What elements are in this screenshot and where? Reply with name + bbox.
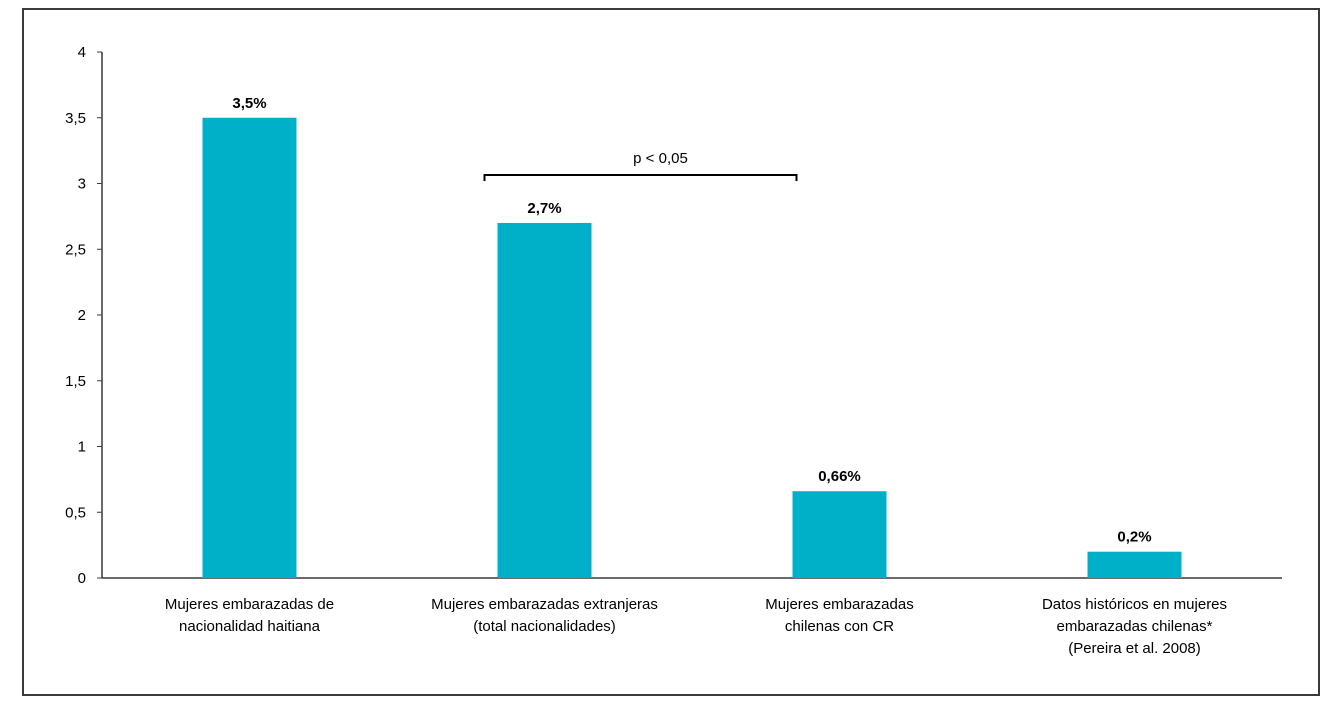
y-tick-label: 1 — [78, 439, 86, 456]
category-label: embarazadas chilenas* — [1057, 618, 1213, 635]
category-label: Mujeres embarazadas extranjeras — [431, 596, 658, 613]
y-tick-label: 3 — [78, 176, 86, 193]
category-label: Mujeres embarazadas de — [165, 596, 334, 613]
y-tick-label: 0 — [78, 570, 86, 587]
y-tick-label: 3,5 — [65, 110, 86, 127]
bar — [792, 491, 887, 578]
category-label: Datos históricos en mujeres — [1042, 596, 1227, 613]
significance-bracket — [483, 174, 798, 181]
chart-frame — [22, 8, 1320, 696]
significance-annotation: p < 0,05 — [633, 150, 688, 167]
category-label: chilenas con CR — [785, 618, 894, 635]
data-label: 2,7% — [527, 200, 561, 217]
category-label: Mujeres embarazadas — [765, 596, 913, 613]
data-label: 0,66% — [818, 468, 861, 485]
y-tick-label: 1,5 — [65, 373, 86, 390]
y-tick-label: 0,5 — [65, 504, 86, 521]
data-label: 3,5% — [232, 95, 266, 112]
bar — [1087, 551, 1182, 578]
category-label: (Pereira et al. 2008) — [1068, 640, 1201, 657]
bar — [497, 222, 592, 578]
y-tick-label: 4 — [78, 44, 86, 61]
category-label: (total nacionalidades) — [473, 618, 616, 635]
data-label: 0,2% — [1117, 529, 1151, 546]
y-tick-label: 2 — [78, 307, 86, 324]
category-label: nacionalidad haitiana — [179, 618, 321, 635]
y-tick-label: 2,5 — [65, 241, 86, 258]
bar — [202, 117, 297, 578]
